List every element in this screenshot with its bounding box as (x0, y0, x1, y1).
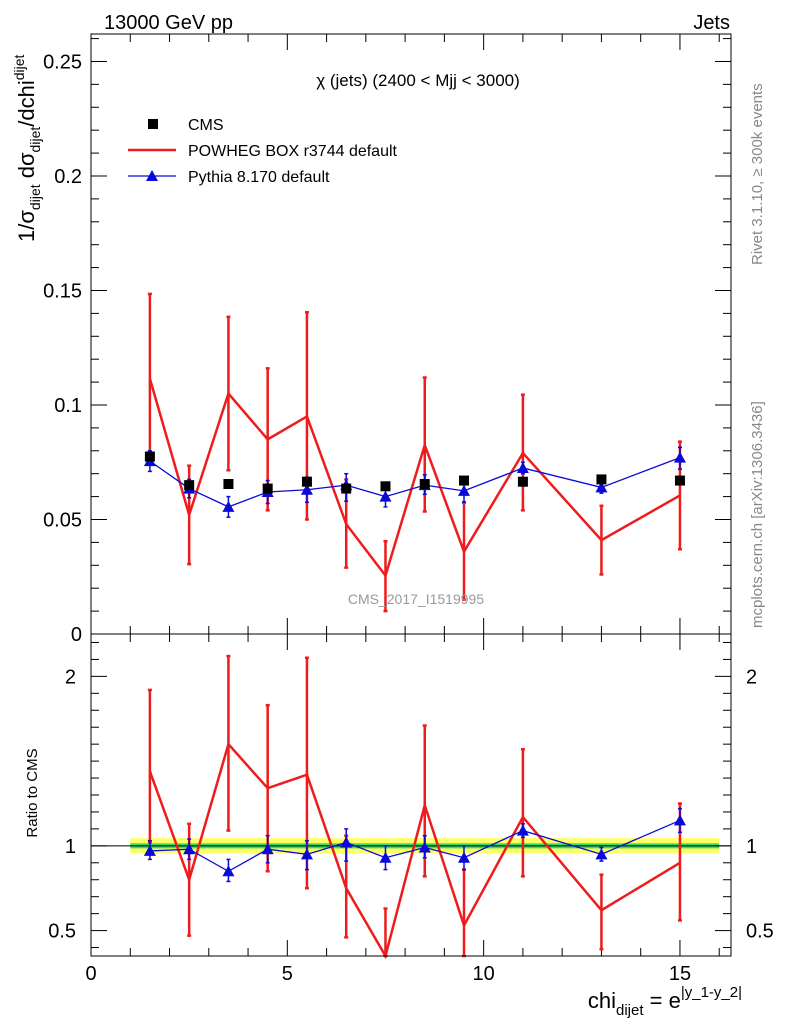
ratio-pythia-point (595, 848, 608, 860)
main-cms-point (144, 451, 155, 462)
x-tick-label: 0 (85, 963, 96, 985)
main-y-tick-labels: 0 0.05 0.1 0.15 0.2 0.25 (43, 51, 82, 646)
main-cms-point (419, 479, 430, 489)
main-cms-point (301, 476, 312, 487)
x-axis-label: chidijet = e|y_1-y_2| (588, 984, 742, 1019)
ratio-axis-ticks (90, 634, 731, 956)
main-pythia-point (300, 483, 313, 495)
ratio-pythia-line (149, 819, 681, 873)
header-left: 13000 GeV pp (104, 12, 233, 34)
x-tick-label: 15 (669, 963, 691, 985)
y-tick-label: 0.2 (54, 166, 82, 188)
main-cms-point (223, 479, 234, 489)
ratio-pythia-point (673, 814, 686, 826)
main-pythia-point (673, 451, 686, 463)
y-tick-label-right: 2 (746, 666, 757, 688)
y-tick-label: 0.1 (54, 395, 82, 417)
main-cms-point (674, 475, 685, 486)
mcplots-label: mcplots.cern.ch [arXiv:1306.3436] (749, 401, 766, 628)
y-tick-label: 0.05 (43, 509, 82, 531)
main-cms-point (517, 476, 528, 487)
main-cms-point (341, 483, 352, 494)
legend-pythia-marker (146, 170, 158, 181)
ratio-panel: 0.5 0.5 1 1 2 2 0 5 10 15 Ratio to CMS chidijet … (24, 633, 774, 1019)
ratio-pythia-point (300, 848, 313, 860)
ratio-frame (90, 633, 732, 957)
main-frame (90, 33, 732, 635)
y-tick-label: 2 (65, 666, 76, 688)
main-pythia-line (149, 457, 681, 508)
header-right: Jets (693, 12, 730, 34)
main-cms-point (596, 474, 607, 485)
ratio-pythia-point (516, 824, 529, 836)
x-tick-label: 5 (282, 963, 293, 985)
y-tick-label: 0.25 (43, 51, 82, 73)
main-cms-point (262, 483, 273, 494)
ratio-y-axis-label: Ratio to CMS (24, 748, 41, 837)
ratio-pythia-point (458, 851, 471, 863)
watermark: CMS_2017_I1519995 (348, 591, 484, 607)
legend: CMS POWHEG BOX r3744 default Pythia 8.17… (128, 117, 398, 186)
y-tick-label-right: 1 (746, 836, 757, 858)
main-cms-point (380, 481, 391, 492)
legend-cms-marker (148, 119, 158, 129)
main-pythia-point (595, 481, 608, 493)
x-tick-label: 10 (473, 963, 495, 985)
main-pythia-point (222, 500, 235, 512)
ratio-pythia-point (222, 865, 235, 877)
main-cms-point (459, 475, 470, 486)
legend-pythia-label: Pythia 8.170 default (188, 169, 330, 186)
ratio-pythia-point (183, 843, 196, 855)
legend-powheg-label: POWHEG BOX r3744 default (188, 143, 398, 160)
rivet-label: Rivet 3.1.10, ≥ 300k events (749, 83, 766, 265)
ratio-pythia-point (379, 851, 392, 863)
main-pythia-point (516, 461, 529, 473)
ratio-powheg-line (148, 741, 681, 960)
ratio-pythia-point (340, 836, 353, 848)
main-panel: 0 0.05 0.1 0.15 0.2 0.25 χ (jets) (2400 < Mjj… (11, 33, 732, 646)
y-tick-label-right: 0.5 (746, 921, 774, 943)
ratio-pythia-point (143, 844, 156, 856)
ratio-y-tick-labels: 0.5 0.5 1 1 2 2 (48, 666, 774, 942)
legend-cms-label: CMS (188, 117, 224, 134)
main-powheg-line (148, 378, 681, 579)
y-tick-label: 0.5 (48, 921, 76, 943)
main-pythia-point (379, 490, 392, 502)
y-tick-label: 0.15 (43, 280, 82, 302)
y-tick-label: 1 (65, 836, 76, 858)
ratio-pythia-point (418, 841, 431, 853)
main-pythia-point (458, 484, 471, 496)
main-cms-point (184, 480, 195, 491)
x-tick-labels: 0 5 10 15 (85, 963, 691, 985)
main-y-axis-label: 1/σdijet dσdijet/dchidijet (11, 54, 43, 242)
y-tick-label: 0 (71, 624, 82, 646)
chart-title: χ (jets) (2400 < Mjj < 3000) (316, 71, 520, 90)
ratio-pythia-point (261, 843, 274, 855)
main-axis-ticks (90, 34, 731, 635)
